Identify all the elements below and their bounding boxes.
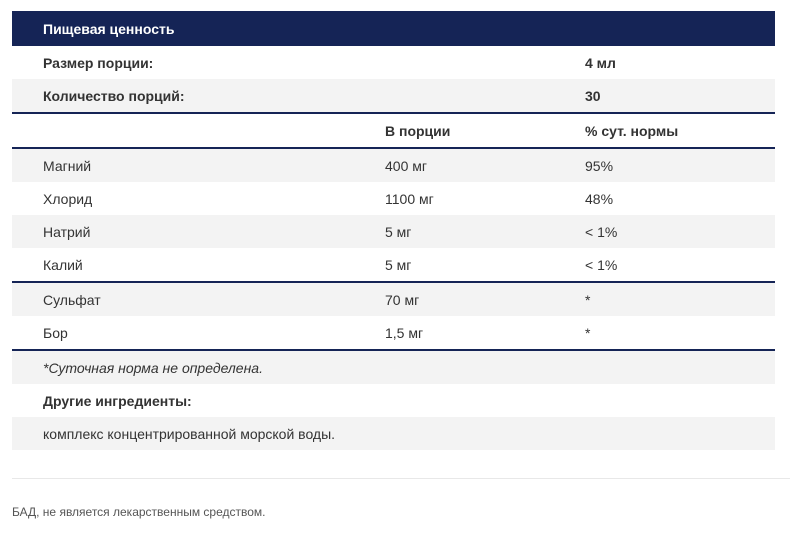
nutrient-daily-value: < 1% (585, 256, 618, 273)
other-ingredients-value-row: комплекс концентрированной морской воды. (12, 417, 775, 450)
nutrient-name: Бор (43, 324, 68, 341)
table-title: Пищевая ценность (12, 11, 775, 46)
table-row: Бор 1,5 мг * (12, 316, 775, 349)
column-header-daily-value: % сут. нормы (585, 122, 679, 139)
other-ingredients-label-row: Другие ингредиенты: (12, 384, 775, 417)
serving-size-label: Размер порции: (43, 54, 154, 71)
nutrient-amount: 70 мг (385, 291, 420, 308)
nutrient-name: Натрий (43, 223, 91, 240)
nutrient-daily-value: * (585, 324, 591, 341)
serving-count-value: 30 (585, 87, 601, 104)
nutrient-daily-value: * (585, 291, 591, 308)
other-ingredients-label: Другие ингредиенты: (43, 392, 192, 409)
nutrient-daily-value: 95% (585, 157, 614, 174)
serving-size-row: Размер порции: 4 мл (12, 46, 775, 79)
column-header-row: В порции % сут. нормы (12, 114, 775, 147)
table-row: Сульфат 70 мг * (12, 283, 775, 316)
serving-size-value: 4 мл (585, 54, 616, 71)
footer-disclaimer: БАД, не является лекарственным средством… (12, 505, 266, 519)
nutrient-name: Калий (43, 256, 83, 273)
footer-divider (12, 478, 790, 479)
table-row: Натрий 5 мг < 1% (12, 215, 775, 248)
nutrient-amount: 1,5 мг (385, 324, 424, 341)
table-row: Магний 400 мг 95% (12, 149, 775, 182)
nutrient-amount: 5 мг (385, 223, 412, 240)
other-ingredients-value: комплекс концентрированной морской воды. (43, 425, 336, 442)
nutrient-daily-value: 48% (585, 190, 614, 207)
daily-value-note-row: *Суточная норма не определена. (12, 351, 775, 384)
divider (12, 281, 775, 283)
table-row: Калий 5 мг < 1% (12, 248, 775, 281)
nutrition-table: Пищевая ценность Размер порции: 4 мл Кол… (12, 11, 775, 450)
nutrient-amount: 5 мг (385, 256, 412, 273)
divider (12, 147, 775, 149)
divider (12, 349, 775, 351)
daily-value-note: *Суточная норма не определена. (43, 359, 263, 376)
nutrient-name: Хлорид (43, 190, 93, 207)
column-header-per-serving: В порции (385, 122, 451, 139)
nutrient-amount: 1100 мг (385, 190, 434, 207)
nutrient-daily-value: < 1% (585, 223, 618, 240)
nutrient-amount: 400 мг (385, 157, 427, 174)
nutrient-name: Магний (43, 157, 92, 174)
serving-count-row: Количество порций: 30 (12, 79, 775, 112)
table-row: Хлорид 1100 мг 48% (12, 182, 775, 215)
divider (12, 112, 775, 114)
serving-count-label: Количество порций: (43, 87, 185, 104)
nutrient-name: Сульфат (43, 291, 101, 308)
